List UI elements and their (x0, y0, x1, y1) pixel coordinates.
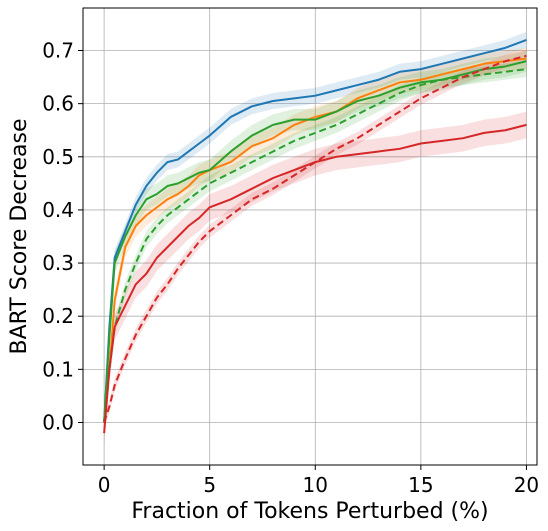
y-tick-label-3: 0.3 (42, 251, 74, 275)
y-axis-label: BART Score Decrease (7, 118, 32, 354)
y-tick-label-7: 0.7 (42, 39, 74, 63)
confidence-bands (104, 31, 527, 447)
series-band-3 (104, 61, 527, 431)
y-tick-label-0: 0.0 (42, 410, 74, 434)
series-band-0 (104, 31, 527, 431)
series-line-4 (103, 54, 527, 423)
grid-lines (83, 8, 537, 465)
series-line-0 (103, 38, 527, 423)
series-band-1 (104, 47, 527, 434)
y-tick-label-2: 0.2 (42, 304, 74, 328)
y-tick-label-1: 0.1 (42, 357, 74, 381)
x-tick-label-0: 0 (98, 473, 111, 497)
series-lines (103, 38, 527, 434)
x-tick-label-1: 5 (203, 473, 216, 497)
y-tick-label-4: 0.4 (42, 198, 74, 222)
series-band-2 (104, 50, 527, 434)
x-tick-label-4: 20 (514, 473, 539, 497)
plot-frame (82, 7, 538, 466)
series-line-5 (103, 123, 527, 434)
series-band-5 (104, 111, 527, 447)
series-line-3 (103, 68, 527, 423)
series-line-1 (103, 57, 527, 423)
axis-ticks: 0 5 10 15 20 0.0 0.1 0.2 0.3 0.4 0.5 0.6 0.7 (42, 39, 539, 497)
y-tick-label-6: 0.6 (42, 92, 74, 116)
x-tick-label-2: 10 (303, 473, 328, 497)
y-tick-label-5: 0.5 (42, 145, 74, 169)
x-tick-label-3: 15 (408, 473, 433, 497)
x-axis-label: Fraction of Tokens Perturbed (%) (131, 499, 488, 524)
